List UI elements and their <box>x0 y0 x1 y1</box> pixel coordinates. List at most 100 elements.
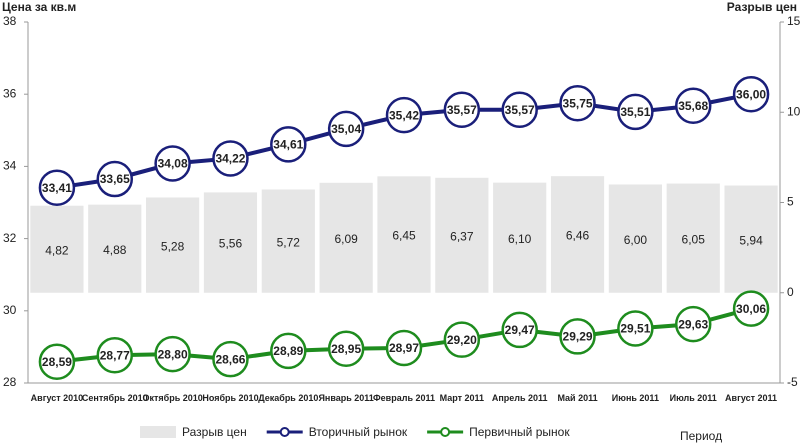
point-value-label: 29,29 <box>563 330 593 344</box>
bar-value-label: 6,05 <box>682 232 706 246</box>
point-value-label: 34,22 <box>215 152 245 166</box>
y-tick-label: 30 <box>3 303 17 317</box>
point <box>501 311 538 349</box>
x-tick-label: Сентябрь 2010 <box>81 393 148 403</box>
point <box>443 321 481 358</box>
x-tick-label: Март 2011 <box>439 393 485 403</box>
point <box>38 343 76 380</box>
bar <box>493 182 547 293</box>
point <box>327 330 365 367</box>
point <box>732 290 770 327</box>
bar <box>377 176 431 293</box>
point <box>96 336 134 374</box>
point-value-label: 33,65 <box>100 172 130 186</box>
point-value-label: 28,59 <box>42 355 72 369</box>
bar-value-label: 6,09 <box>334 232 358 246</box>
x-tick-label: Октябрь 2010 <box>142 393 203 403</box>
bar-value-label: 6,46 <box>566 229 590 243</box>
point <box>154 335 191 373</box>
x-tick-label: Июнь 2011 <box>611 393 659 403</box>
point-value-label: 36,00 <box>736 87 766 101</box>
point <box>154 145 191 182</box>
point-value-label: 29,20 <box>447 333 477 347</box>
point <box>385 329 423 367</box>
point <box>732 75 770 113</box>
bar <box>88 204 142 293</box>
bar-value-label: 6,45 <box>392 229 416 243</box>
point-value-label: 35,68 <box>678 99 708 113</box>
y2-tick-label: 5 <box>787 195 794 209</box>
bar <box>319 182 373 293</box>
point-value-label: 28,97 <box>389 341 419 355</box>
bar <box>435 177 489 293</box>
point-value-label: 29,47 <box>505 323 535 337</box>
y-axis-title: Цена за кв.м <box>2 0 76 14</box>
point <box>212 140 249 177</box>
point <box>443 91 481 128</box>
point <box>501 91 538 128</box>
legend-swatch <box>279 427 290 437</box>
x-tick-label: Январь 2011 <box>318 393 374 403</box>
bar <box>550 176 605 293</box>
point-value-label: 34,61 <box>273 138 303 152</box>
point-value-label: 29,63 <box>678 317 708 331</box>
point <box>674 87 712 125</box>
point-value-label: 35,57 <box>447 103 477 117</box>
bar-value-label: 6,00 <box>624 233 648 247</box>
point-value-label: 28,89 <box>273 344 303 358</box>
point <box>617 310 654 347</box>
point <box>270 126 307 163</box>
bar <box>203 192 258 293</box>
bar-value-label: 6,37 <box>450 229 474 243</box>
bar-value-label: 5,56 <box>219 237 243 251</box>
bar <box>146 197 200 293</box>
x-tick-label: Август 2010 <box>30 393 84 403</box>
point-value-label: 35,42 <box>389 108 419 122</box>
y-tick-label: 28 <box>3 375 17 389</box>
y-tick-label: 38 <box>3 14 17 28</box>
x-tick-label: Август 2011 <box>725 393 778 403</box>
bar-value-label: 5,28 <box>161 239 185 253</box>
point <box>559 318 596 355</box>
bar-value-label: 6,10 <box>508 232 532 246</box>
point-value-label: 30,06 <box>736 302 766 316</box>
point <box>327 110 365 148</box>
y2-axis-title: Разрыв цен <box>727 0 797 14</box>
legend-label: Первичный рынок <box>469 425 570 439</box>
x-tick-label: Апрель 2011 <box>491 393 548 403</box>
point-value-label: 35,04 <box>331 122 361 136</box>
point-value-label: 28,77 <box>100 348 130 362</box>
point <box>385 96 423 134</box>
y2-tick-label: 15 <box>787 14 800 28</box>
y2-tick-label: 10 <box>787 104 800 118</box>
y-tick-label: 34 <box>3 159 17 173</box>
legend-label: Разрыв цен <box>182 425 247 439</box>
bar <box>724 185 778 293</box>
bar-value-label: 4,88 <box>103 243 127 257</box>
x-tick-label: Декабрь 2010 <box>258 393 319 403</box>
y2-tick-label: 0 <box>787 285 794 299</box>
point-value-label: 34,08 <box>158 157 188 171</box>
point <box>212 340 249 378</box>
x-tick-label: Май 2011 <box>557 393 598 403</box>
point <box>674 305 712 343</box>
point-value-label: 35,57 <box>505 103 535 117</box>
y-tick-label: 36 <box>3 86 17 100</box>
point-value-label: 29,51 <box>620 322 650 336</box>
point-value-label: 28,80 <box>158 347 188 361</box>
legend-swatch <box>440 427 451 437</box>
point-value-label: 28,95 <box>331 342 361 356</box>
x-tick-label: Июль 2011 <box>669 393 717 403</box>
bar-value-label: 4,82 <box>45 243 69 257</box>
legend-label: Вторичный рынок <box>309 425 408 439</box>
bar <box>666 183 720 293</box>
point-value-label: 35,51 <box>620 105 650 119</box>
bar <box>30 205 84 293</box>
point <box>96 160 134 198</box>
legend-swatch <box>140 426 176 438</box>
bar-value-label: 5,94 <box>739 233 763 247</box>
point-value-label: 35,75 <box>563 96 593 110</box>
y-tick-label: 32 <box>3 231 17 245</box>
